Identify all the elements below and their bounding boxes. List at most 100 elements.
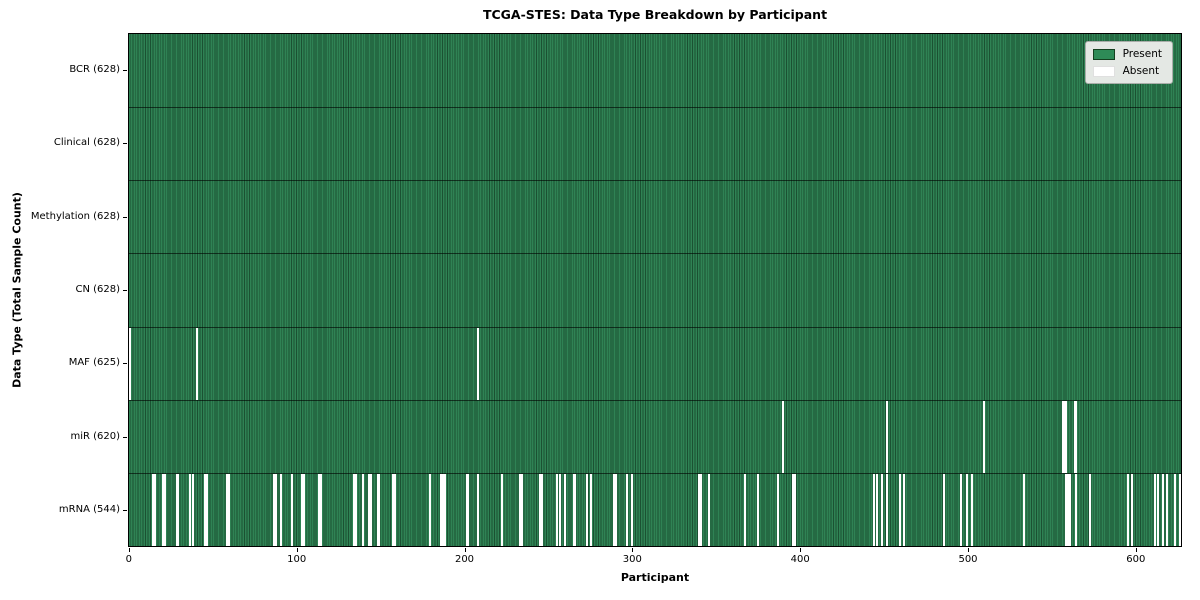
legend-swatch-present-icon <box>1092 48 1115 60</box>
absent-bar <box>1075 473 1078 546</box>
absent-bar <box>225 473 228 546</box>
chart-title: TCGA-STES: Data Type Breakdown by Partic… <box>482 7 828 22</box>
absent-bar <box>319 473 322 546</box>
absent-bar <box>1065 400 1068 473</box>
legend-swatch-absent-icon <box>1092 65 1115 77</box>
absent-bar <box>500 473 503 546</box>
absent-bar <box>1066 473 1069 546</box>
absent-bar <box>902 473 905 546</box>
absent-bar <box>793 473 796 546</box>
absent-bar <box>614 473 617 546</box>
x-tick-mark <box>968 548 969 552</box>
absent-bar <box>189 473 192 546</box>
y-tick-mark <box>123 363 127 365</box>
absent-bar <box>872 473 875 546</box>
absent-bar <box>1130 473 1133 546</box>
absent-bar <box>361 473 364 546</box>
y-tick-mark <box>123 290 127 291</box>
absent-bar <box>698 473 701 546</box>
absent-bar <box>564 473 567 546</box>
absent-bar <box>899 473 902 546</box>
absent-bar <box>1063 400 1066 473</box>
absent-bar <box>539 473 542 546</box>
absent-bar <box>301 473 304 546</box>
legend-label-absent: Absent <box>1122 65 1160 77</box>
absent-bar <box>177 473 180 546</box>
row-bcr <box>129 34 1181 107</box>
y-tick-label: mRNA (544) <box>58 504 120 516</box>
absent-bar <box>700 473 703 546</box>
absent-bar <box>1023 473 1026 546</box>
absent-bar <box>1154 473 1157 546</box>
x-tick-label: 400 <box>790 554 810 565</box>
plot-area: Present Absent <box>128 33 1182 547</box>
absent-bar <box>128 327 131 400</box>
absent-bar <box>572 473 575 546</box>
absent-bar <box>164 473 167 546</box>
y-tick-label: Methylation (628) <box>30 210 120 222</box>
absent-bar <box>368 473 371 546</box>
absent-bar <box>477 473 480 546</box>
absent-bar <box>1179 473 1182 546</box>
absent-bar <box>586 473 589 546</box>
absent-bar <box>886 473 888 546</box>
absent-bar <box>708 473 711 546</box>
absent-bar <box>1068 473 1071 546</box>
absent-bar <box>175 473 178 546</box>
absent-bar <box>279 473 282 546</box>
absent-bar <box>1127 473 1130 546</box>
row-cn <box>129 253 1181 326</box>
absent-bar <box>467 473 470 546</box>
absent-bar <box>195 327 198 400</box>
row-mrna <box>129 472 1182 546</box>
y-tick-mark <box>123 436 127 438</box>
absent-bar <box>966 473 969 546</box>
y-tick-label: miR (620) <box>70 430 120 442</box>
absent-bar <box>556 473 558 546</box>
absent-bar <box>353 473 356 546</box>
absent-bar <box>559 473 562 546</box>
legend: Present Absent <box>1084 41 1173 84</box>
y-tick-mark <box>123 69 127 71</box>
absent-bar <box>477 327 480 400</box>
absent-bar <box>205 473 208 546</box>
absent-bar <box>291 473 294 546</box>
row-methylation <box>129 180 1181 253</box>
absent-bar <box>391 473 394 546</box>
absent-bar <box>1061 400 1064 473</box>
absent-bar <box>443 473 446 546</box>
absent-bar <box>1073 400 1076 473</box>
absent-bar <box>428 473 431 546</box>
absent-bar <box>589 473 592 546</box>
absent-bar <box>465 473 468 546</box>
absent-bar <box>743 473 746 546</box>
absent-bar <box>942 473 945 546</box>
y-tick-mark <box>123 216 127 218</box>
absent-bar <box>959 473 962 546</box>
y-tick-mark <box>123 143 127 145</box>
legend-item-absent: Absent <box>1092 65 1162 77</box>
absent-bar <box>153 473 156 546</box>
x-tick-label: 300 <box>622 554 642 565</box>
x-tick-label: 100 <box>287 554 307 565</box>
x-tick-label: 200 <box>454 554 475 565</box>
absent-bar <box>370 473 373 546</box>
absent-bar <box>192 473 195 546</box>
x-tick-mark <box>296 548 298 552</box>
absent-bar <box>1174 473 1177 546</box>
absent-bar <box>1165 473 1168 546</box>
legend-label-present: Present <box>1122 48 1162 60</box>
x-tick-label: 600 <box>1126 554 1146 565</box>
absent-bar <box>442 473 445 546</box>
y-tick-label: CN (628) <box>75 284 120 295</box>
row-mir <box>129 399 1181 473</box>
absent-bar <box>626 473 629 546</box>
y-tick-mark <box>123 510 127 512</box>
absent-bar <box>971 473 974 546</box>
absent-bar <box>574 473 577 546</box>
x-tick-mark <box>1135 548 1137 552</box>
legend-item-present: Present <box>1092 48 1162 60</box>
y-tick-label: MAF (625) <box>68 357 120 369</box>
absent-bar <box>162 473 165 546</box>
row-maf <box>128 326 1181 400</box>
